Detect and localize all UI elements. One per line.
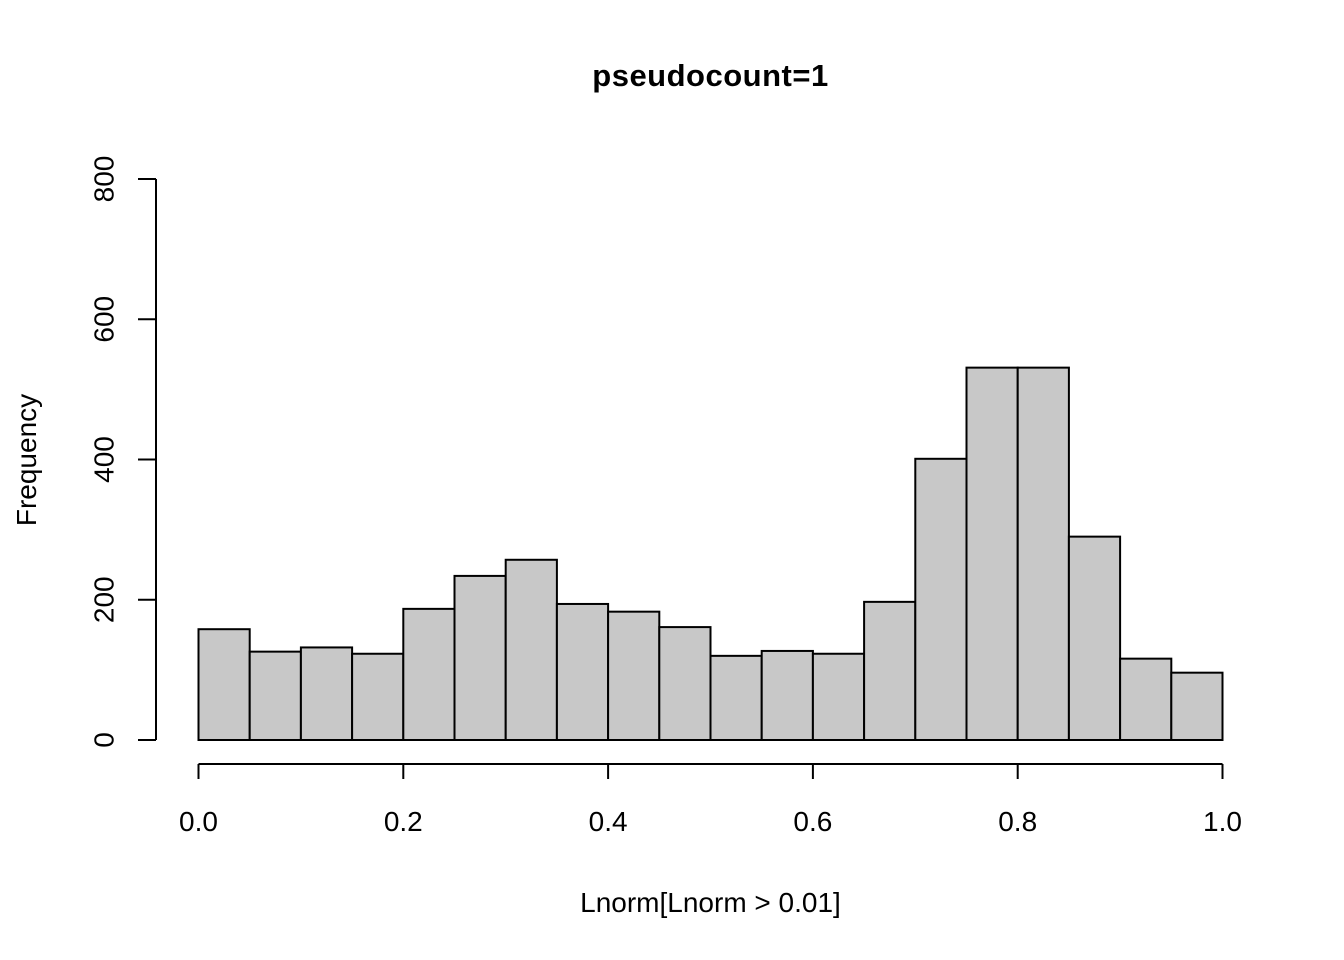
histogram-bar [1170, 671, 1224, 741]
y-tick-label: 0 [89, 732, 120, 748]
y-tick-label: 800 [89, 156, 120, 203]
histogram-bar [197, 628, 251, 742]
histogram-bar [811, 652, 866, 742]
histogram-bar [914, 457, 968, 741]
histogram-bar [555, 602, 610, 742]
histogram-bar [453, 574, 507, 741]
histogram-bar [760, 649, 814, 741]
x-tick-label: 1.0 [1203, 806, 1242, 837]
x-tick-label: 0.6 [793, 806, 832, 837]
x-tick-label: 0.4 [589, 806, 628, 837]
x-tick-label: 0.8 [998, 806, 1037, 837]
y-tick-label: 600 [89, 296, 120, 343]
histogram-bar [1016, 366, 1070, 741]
y-tick-label: 200 [89, 576, 120, 623]
y-tick-label: 400 [89, 436, 120, 483]
histogram-bar [299, 646, 354, 741]
histogram-bar [504, 558, 558, 741]
x-tick-label: 0.0 [179, 806, 218, 837]
histogram-bar [248, 650, 302, 742]
x-tick-label: 0.2 [384, 806, 423, 837]
histogram-bar [965, 366, 1019, 741]
histogram-bar [402, 607, 456, 742]
histogram-bar [351, 652, 405, 742]
histogram-bar [658, 626, 712, 742]
histogram-bar [1067, 535, 1122, 742]
histogram-bar [709, 654, 763, 741]
chart-title: pseudocount=1 [592, 58, 829, 93]
histogram-bar [863, 600, 917, 742]
x-axis-label: Lnorm[Lnorm > 0.01] [580, 887, 841, 918]
histogram-bar [1119, 657, 1173, 742]
histogram-bar [607, 610, 661, 742]
